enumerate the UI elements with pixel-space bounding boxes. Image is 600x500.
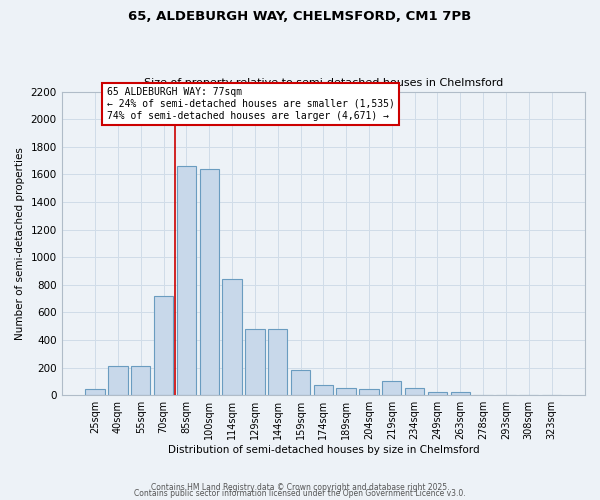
Text: 65, ALDEBURGH WAY, CHELMSFORD, CM1 7PB: 65, ALDEBURGH WAY, CHELMSFORD, CM1 7PB [128, 10, 472, 23]
Bar [405, 388, 424, 395]
Bar [154, 296, 173, 395]
Bar [359, 389, 379, 395]
Text: 65 ALDEBURGH WAY: 77sqm
← 24% of semi-detached houses are smaller (1,535)
74% of: 65 ALDEBURGH WAY: 77sqm ← 24% of semi-de… [107, 88, 394, 120]
Bar [85, 389, 105, 395]
Text: Contains HM Land Registry data © Crown copyright and database right 2025.: Contains HM Land Registry data © Crown c… [151, 484, 449, 492]
Y-axis label: Number of semi-detached properties: Number of semi-detached properties [15, 147, 25, 340]
Bar [223, 280, 242, 395]
Bar [108, 366, 128, 395]
Bar [245, 329, 265, 395]
Bar [428, 392, 447, 395]
Bar [314, 385, 333, 395]
Title: Size of property relative to semi-detached houses in Chelmsford: Size of property relative to semi-detach… [144, 78, 503, 88]
Bar [291, 370, 310, 395]
X-axis label: Distribution of semi-detached houses by size in Chelmsford: Distribution of semi-detached houses by … [167, 445, 479, 455]
Bar [268, 329, 287, 395]
Text: Contains public sector information licensed under the Open Government Licence v3: Contains public sector information licen… [134, 490, 466, 498]
Bar [451, 392, 470, 395]
Bar [382, 382, 401, 395]
Bar [337, 388, 356, 395]
Bar [177, 166, 196, 395]
Bar [131, 366, 151, 395]
Bar [200, 169, 219, 395]
